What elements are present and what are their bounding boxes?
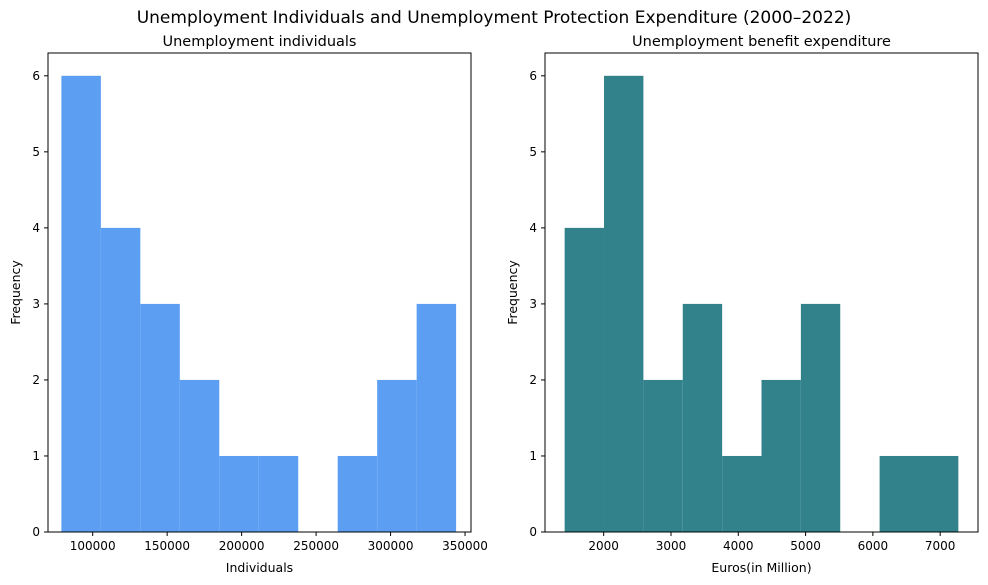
panel-1-bar-8 xyxy=(337,455,378,532)
panel-2-bar-9 xyxy=(879,455,919,532)
panel-1-y-tick-label-5: 4 xyxy=(32,221,40,235)
panel-2-x-tick-label-4: 5000 xyxy=(790,539,821,553)
panel-2-x-tick-label-3: 4000 xyxy=(723,539,754,553)
panel-1-x-axis-label: Individuals xyxy=(226,560,293,575)
panel-1-title: Unemployment individuals xyxy=(163,34,357,50)
panel-1-bar-9 xyxy=(377,379,417,532)
panel-1-y-tick-label-6: 5 xyxy=(32,145,40,159)
panel-1-x-tick-label-2: 150000 xyxy=(144,539,190,553)
panel-2-title: Unemployment benefit expenditure xyxy=(632,34,891,50)
panel-1-y-tick-label-2: 1 xyxy=(32,449,40,463)
panel-2-bar-7 xyxy=(800,303,841,532)
panel-2-y-tick-label-4: 3 xyxy=(529,297,537,311)
panel-2-y-tick-label-6: 5 xyxy=(529,145,537,159)
panel-2-y-tick-label-1: 0 xyxy=(529,525,537,539)
panel-1-y-tick-label-7: 6 xyxy=(32,69,40,83)
panel-2-y-tick-label-5: 4 xyxy=(529,221,537,235)
panel-1-bar-3 xyxy=(140,303,180,532)
panel-2-bar-2 xyxy=(604,75,644,533)
panel-2-y-tick-label-7: 6 xyxy=(529,69,537,83)
panel-2-bar-4 xyxy=(682,303,723,532)
panel-2-bar-5 xyxy=(722,455,762,532)
panel-1-y-tick-label-3: 2 xyxy=(32,373,40,387)
panel-2-y-tick-label-2: 1 xyxy=(529,449,537,463)
panel-2-x-tick-label-1: 2000 xyxy=(588,539,619,553)
panel-1-bar-5 xyxy=(219,455,259,532)
panel-2-bar-1 xyxy=(564,227,605,532)
panel-1-x-tick-label-4: 250000 xyxy=(293,539,339,553)
panel-1-bar-4 xyxy=(179,379,220,532)
panel-2-x-axis-label: Euros(in Million) xyxy=(711,560,811,575)
panel-1-y-tick-label-4: 3 xyxy=(32,297,40,311)
panel-1-bar-10 xyxy=(416,303,457,532)
panel-2-x-tick-label-2: 3000 xyxy=(656,539,687,553)
panel-1-plot-frame xyxy=(47,52,472,533)
panel-2-bar-10 xyxy=(918,455,959,532)
panel-1-y-tick-label-1: 0 xyxy=(32,525,40,539)
panel-1-x-tick-label-5: 300000 xyxy=(368,539,414,553)
panel-1-bar-2 xyxy=(100,227,141,532)
panel-1-bar-1 xyxy=(61,75,101,533)
panel-2-y-axis-label: Frequency xyxy=(505,260,520,325)
panel-2-bar-3 xyxy=(643,379,683,532)
panel-2-x-tick-label-6: 7000 xyxy=(925,539,956,553)
panel-1-bar-6 xyxy=(258,455,299,532)
panel-2-x-tick-label-5: 6000 xyxy=(858,539,889,553)
panel-1-y-axis-label: Frequency xyxy=(8,260,23,325)
panel-2-bar-6 xyxy=(761,379,801,532)
panel-1-x-tick-label-6: 350000 xyxy=(442,539,488,553)
figure-title: Unemployment Individuals and Unemploymen… xyxy=(136,8,852,28)
panel-1-x-tick-label-3: 200000 xyxy=(219,539,265,553)
panel-1-x-tick-label-1: 100000 xyxy=(70,539,116,553)
panel-2-y-tick-label-3: 2 xyxy=(529,373,537,387)
panel-2-plot-frame xyxy=(544,52,979,533)
